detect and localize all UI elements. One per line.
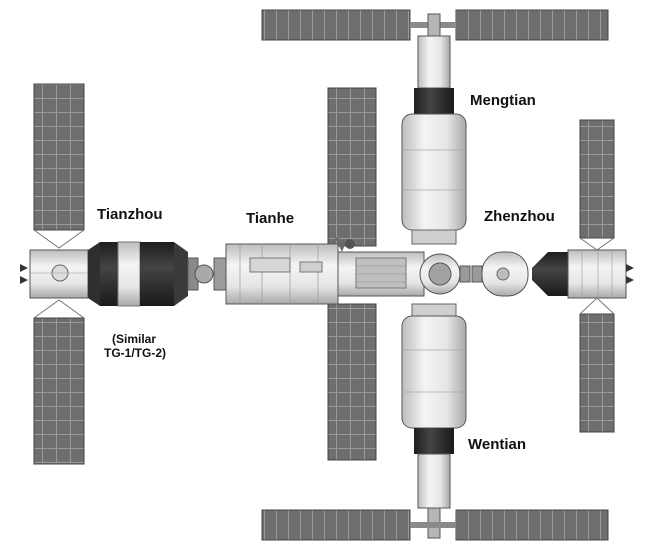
label-wentian: Wentian (468, 436, 527, 453)
label-similar-line2: TG-1/TG-2) (104, 346, 166, 360)
sensor-dish-icon (334, 236, 346, 252)
tianhe-module (213, 87, 471, 461)
label-zhenzhou: Zhenzhou (484, 208, 555, 225)
tianhe-solar-array-top (327, 87, 377, 247)
tianhe-solar-array-bottom (327, 303, 377, 461)
docking-port-icon (194, 264, 214, 284)
zhenzhou-solar-array-bottom (579, 313, 615, 433)
label-tianzhou: Tianzhou (97, 206, 163, 223)
tianzhou-solar-array-bottom (33, 317, 85, 465)
wentian-solar-array-left (261, 509, 411, 541)
wentian-module (261, 303, 609, 541)
mengtian-module (261, 9, 609, 245)
tianzhou-module (20, 83, 214, 465)
label-tianhe: Tianhe (246, 210, 295, 227)
label-mengtian: Mengtian (470, 92, 536, 109)
zhenzhou-solar-array-top (579, 119, 615, 239)
zhenzhou-module (471, 119, 634, 433)
mengtian-solar-array-left (261, 9, 411, 41)
tianzhou-solar-array-top (33, 83, 85, 231)
mengtian-solar-array-right (455, 9, 609, 41)
engine-nozzle-icon (20, 264, 28, 272)
label-similar-line1: (Similar (112, 332, 157, 346)
wentian-solar-array-right (455, 509, 609, 541)
engine-nozzle-icon (626, 264, 634, 272)
